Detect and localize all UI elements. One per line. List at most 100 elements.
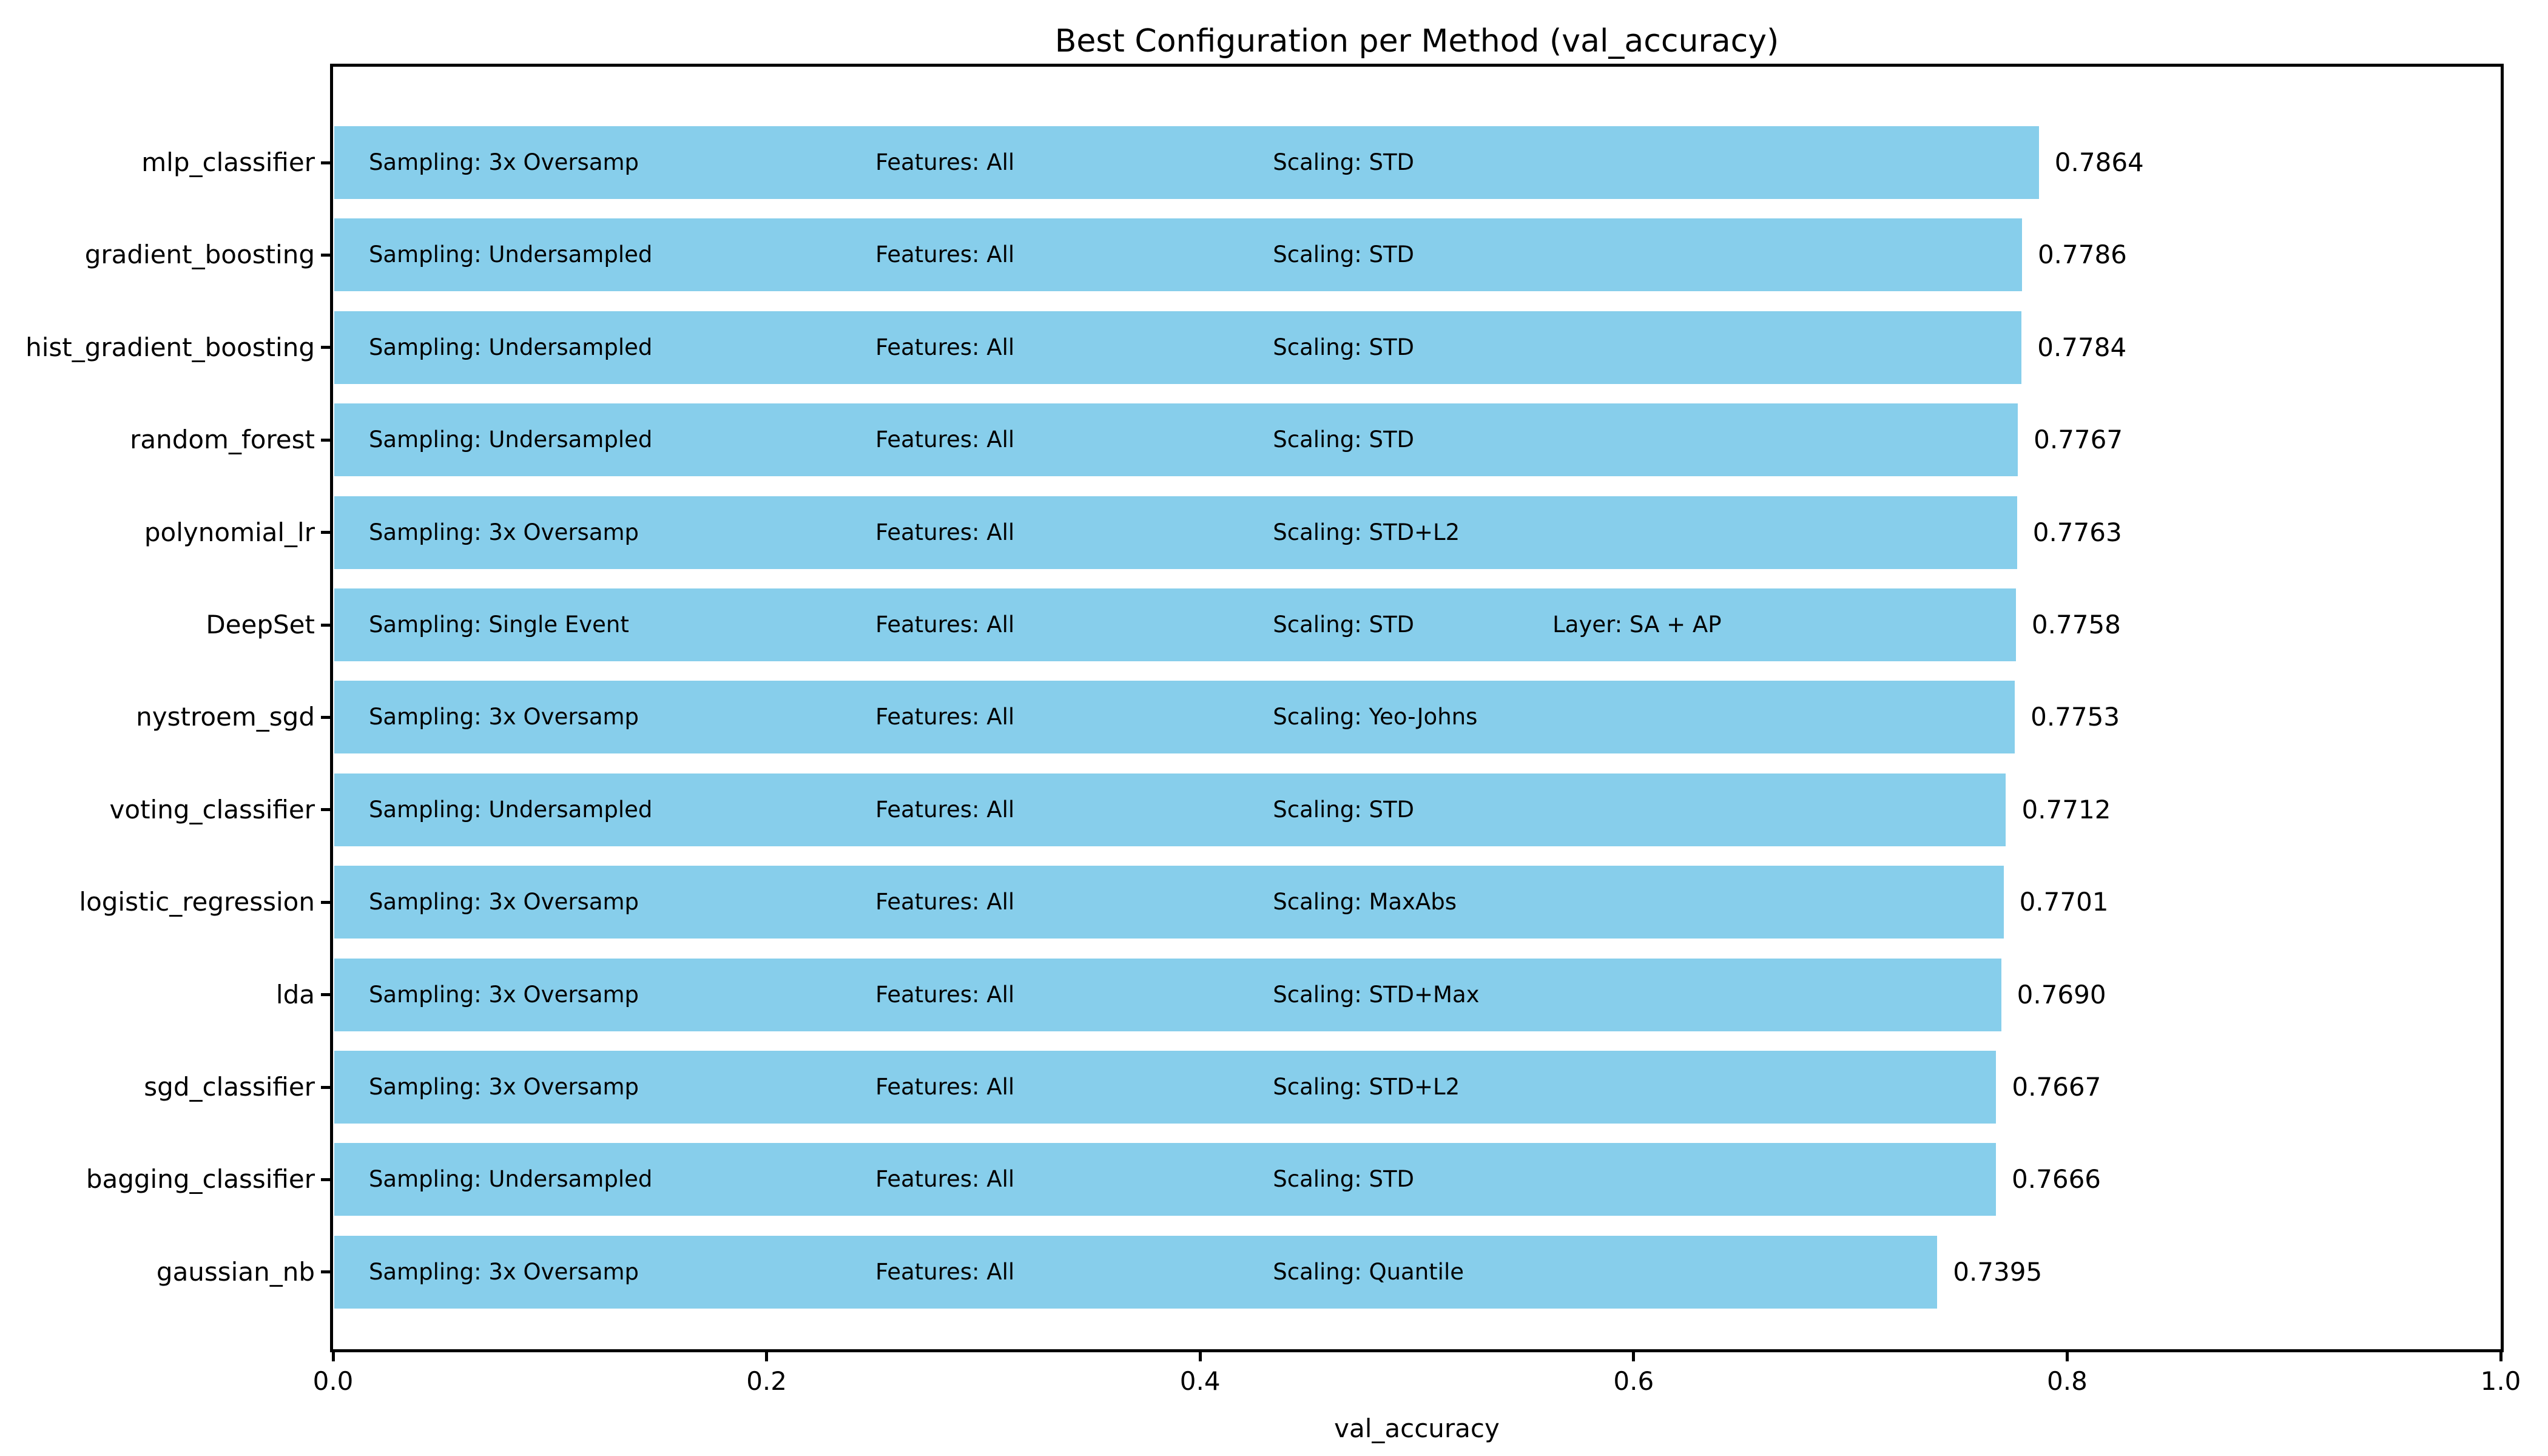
x-axis-title: val_accuracy — [1334, 1414, 1500, 1443]
bar — [334, 588, 2016, 661]
bar-annotation-features: Features: All — [875, 612, 1015, 638]
x-tick — [765, 1350, 769, 1361]
bar-annotation-scaling: Scaling: STD+Max — [1273, 981, 1480, 1008]
x-tick — [2499, 1350, 2502, 1361]
bar-annotation-scaling: Scaling: STD — [1273, 612, 1415, 638]
y-tick — [321, 623, 332, 627]
bar-value-label: 0.7395 — [1953, 1256, 2043, 1287]
bar-annotation-features: Features: All — [875, 981, 1015, 1008]
x-tick-label: 0.6 — [1613, 1366, 1654, 1396]
bar-annotation-features: Features: All — [875, 889, 1015, 915]
bar-value-label: 0.7690 — [2017, 979, 2106, 1009]
bar-annotation-features: Features: All — [875, 796, 1015, 823]
bar-annotation-sampling: Sampling: Undersampled — [368, 334, 653, 360]
x-tick-label: 0.8 — [2046, 1366, 2088, 1396]
bar-annotation-sampling: Sampling: 3x Oversamp — [368, 704, 639, 730]
bar — [334, 218, 2022, 292]
y-tick — [321, 993, 332, 997]
bar-annotation-features: Features: All — [875, 241, 1015, 268]
bar-annotation-scaling: Scaling: STD — [1273, 334, 1415, 360]
bar — [334, 1143, 1997, 1216]
bar-annotation-scaling: Scaling: Yeo-Johns — [1273, 704, 1478, 730]
y-axis-label: voting_classifier — [109, 794, 315, 824]
bar-annotation-scaling: Scaling: STD+L2 — [1273, 519, 1460, 545]
bar-annotation-features: Features: All — [875, 1074, 1015, 1100]
y-tick — [321, 1178, 332, 1181]
bar — [334, 311, 2022, 384]
x-tick — [1632, 1350, 1636, 1361]
bar-annotation-sampling: Sampling: 3x Oversamp — [368, 519, 639, 545]
x-tick-label: 1.0 — [2480, 1366, 2521, 1396]
bar-value-label: 0.7864 — [2054, 147, 2144, 177]
bar-annotation-features: Features: All — [875, 426, 1015, 453]
y-axis-label: gradient_boosting — [84, 240, 315, 270]
x-tick — [1198, 1350, 1202, 1361]
bar-annotation-features: Features: All — [875, 1166, 1015, 1193]
bar — [334, 866, 2004, 939]
y-tick — [321, 900, 332, 904]
y-axis-label: hist_gradient_boosting — [25, 332, 315, 362]
y-axis-label: random_forest — [130, 425, 315, 455]
bar-annotation-scaling: Scaling: Quantile — [1273, 1258, 1464, 1285]
bar-annotation-sampling: Sampling: Undersampled — [368, 426, 653, 453]
bar-annotation-features: Features: All — [875, 704, 1015, 730]
plot-area — [330, 64, 2504, 1352]
bar-annotation-layer: Layer: SA + AP — [1552, 612, 1722, 638]
y-tick — [321, 715, 332, 719]
bar-value-label: 0.7666 — [2012, 1164, 2101, 1195]
y-tick — [321, 808, 332, 812]
bar — [334, 126, 2039, 199]
chart-title: Best Configuration per Method (val_accur… — [1054, 23, 1779, 59]
bar-annotation-features: Features: All — [875, 1258, 1015, 1285]
y-axis-label: polynomial_lr — [144, 517, 315, 547]
x-tick — [2065, 1350, 2069, 1361]
bar-annotation-sampling: Sampling: Single Event — [368, 612, 629, 638]
bar-value-label: 0.7753 — [2031, 702, 2120, 732]
bar — [334, 958, 2001, 1031]
bar-annotation-scaling: Scaling: STD — [1273, 426, 1415, 453]
bar — [334, 681, 2015, 754]
bar-value-label: 0.7786 — [2037, 240, 2127, 270]
y-axis-label: bagging_classifier — [86, 1164, 315, 1195]
bar-annotation-sampling: Sampling: Undersampled — [368, 241, 653, 268]
bar-annotation-scaling: Scaling: MaxAbs — [1273, 889, 1457, 915]
bar — [334, 403, 2018, 477]
bar-annotation-sampling: Sampling: 3x Oversamp — [368, 889, 639, 915]
y-axis-label: mlp_classifier — [141, 147, 315, 177]
bar-annotation-sampling: Sampling: 3x Oversamp — [368, 149, 639, 175]
bar — [334, 496, 2017, 569]
y-tick — [321, 253, 332, 257]
bar — [334, 1051, 1997, 1124]
y-axis-label: sgd_classifier — [144, 1072, 315, 1102]
x-tick-label: 0.4 — [1179, 1366, 1221, 1396]
x-tick — [331, 1350, 335, 1361]
bar-value-label: 0.7712 — [2021, 794, 2111, 824]
bar-annotation-sampling: Sampling: 3x Oversamp — [368, 981, 639, 1008]
bar-annotation-scaling: Scaling: STD — [1273, 796, 1415, 823]
bar-value-label: 0.7701 — [2019, 887, 2109, 917]
y-axis-label: lda — [275, 979, 315, 1009]
bar-annotation-scaling: Scaling: STD — [1273, 1166, 1415, 1193]
y-tick — [321, 1270, 332, 1274]
bar-value-label: 0.7667 — [2012, 1072, 2101, 1102]
y-tick — [321, 346, 332, 349]
y-axis-label: gaussian_nb — [156, 1256, 315, 1287]
bar-annotation-scaling: Scaling: STD — [1273, 149, 1415, 175]
bar-annotation-sampling: Sampling: Undersampled — [368, 796, 653, 823]
bar-value-label: 0.7763 — [2032, 517, 2122, 547]
y-axis-label: logistic_regression — [79, 887, 315, 917]
y-tick — [321, 438, 332, 442]
bar-annotation-features: Features: All — [875, 334, 1015, 360]
y-tick — [321, 1085, 332, 1089]
bar — [334, 773, 2006, 846]
bar-value-label: 0.7784 — [2037, 332, 2127, 362]
bar-annotation-features: Features: All — [875, 149, 1015, 175]
x-tick-label: 0.2 — [746, 1366, 787, 1396]
bar-annotation-sampling: Sampling: 3x Oversamp — [368, 1074, 639, 1100]
y-axis-label: nystroem_sgd — [136, 702, 315, 732]
bar-annotation-sampling: Sampling: 3x Oversamp — [368, 1258, 639, 1285]
bar — [334, 1235, 1938, 1309]
y-axis-label: DeepSet — [206, 610, 315, 639]
y-tick — [321, 531, 332, 534]
bar-annotation-sampling: Sampling: Undersampled — [368, 1166, 653, 1193]
